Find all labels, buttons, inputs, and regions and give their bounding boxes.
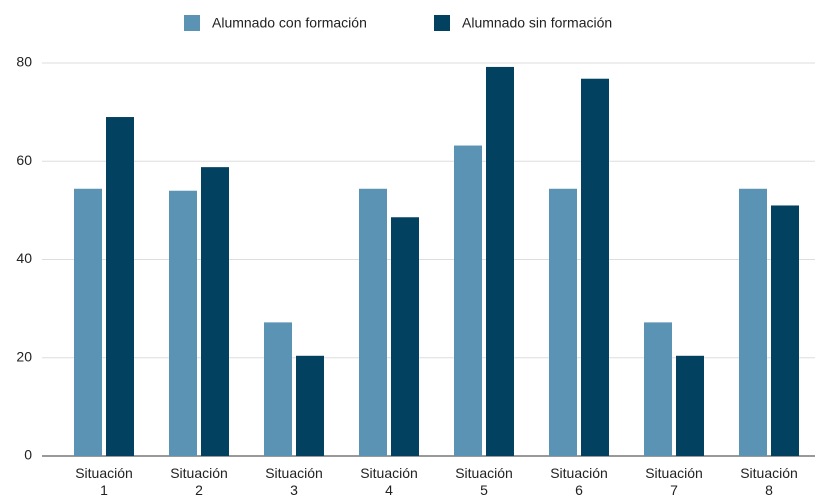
- bar: [486, 66, 514, 457]
- legend-swatch: [434, 15, 450, 31]
- x-tick-label: Situación 3: [265, 465, 323, 498]
- bar: [74, 188, 102, 456]
- y-tick-label: 20: [16, 348, 32, 364]
- bar: [581, 78, 609, 456]
- legend-swatch: [184, 15, 200, 31]
- bar: [549, 188, 577, 456]
- bar: [454, 145, 482, 456]
- bar: [391, 217, 419, 456]
- x-tick-label: Situación 1: [75, 465, 133, 498]
- legend-label: Alumnado sin formación: [462, 15, 612, 31]
- y-tick-label: 60: [16, 152, 32, 168]
- y-tick-label: 80: [16, 54, 32, 70]
- bar: [296, 355, 324, 456]
- y-tick-label: 40: [16, 250, 32, 266]
- y-tick-label: 0: [24, 447, 32, 463]
- bar: [644, 322, 672, 456]
- bar: [739, 188, 767, 456]
- bar: [771, 205, 799, 456]
- bar: [201, 167, 229, 456]
- x-tick-label: Situación 8: [740, 465, 798, 498]
- x-tick-label: Situación 5: [455, 465, 513, 498]
- x-tick-label: Situación 2: [170, 465, 228, 498]
- x-tick-label: Situación 7: [645, 465, 703, 498]
- bar: [359, 188, 387, 456]
- bar: [169, 190, 197, 456]
- legend-label: Alumnado con formación: [212, 15, 367, 31]
- bar: [106, 117, 134, 456]
- bar: [676, 355, 704, 456]
- x-tick-label: Situación 6: [550, 465, 608, 498]
- bar: [264, 322, 292, 456]
- x-tick-label: Situación 4: [360, 465, 418, 498]
